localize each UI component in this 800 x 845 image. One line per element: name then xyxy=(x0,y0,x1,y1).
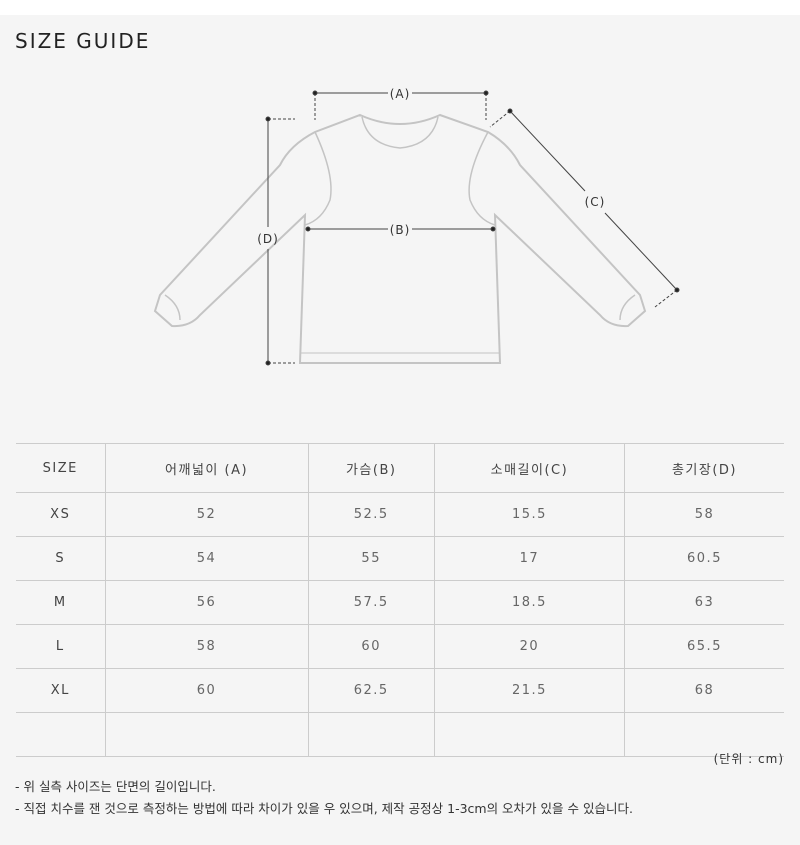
header-shoulder: 어깨넓이 (A) xyxy=(104,443,309,493)
table-cell xyxy=(307,712,435,757)
measurement-lines xyxy=(265,90,680,366)
table-cell: 56 xyxy=(104,580,309,625)
table-cell: XL xyxy=(16,668,106,713)
table-cell: 62.5 xyxy=(307,668,435,713)
header-length: 총기장(D) xyxy=(624,443,784,493)
table-cell: 17 xyxy=(433,536,625,581)
table-cell: 58 xyxy=(624,492,784,537)
table-cell: 52.5 xyxy=(307,492,435,537)
table-cell: 54 xyxy=(104,536,309,581)
table-cell: 52 xyxy=(104,492,309,537)
note-2: - 직접 치수를 잰 것으로 측정하는 방법에 따라 차이가 있을 우 있으며,… xyxy=(15,801,633,816)
table-row xyxy=(16,712,784,757)
table-cell: 60 xyxy=(104,668,309,713)
table-cell: 60 xyxy=(307,624,435,669)
table-cell: 63 xyxy=(624,580,784,625)
header-sleeve: 소매길이(C) xyxy=(433,443,625,493)
table-cell: S xyxy=(16,536,106,581)
sweater-outline xyxy=(153,113,647,364)
table-cell: XS xyxy=(16,492,106,537)
table-cell: 55 xyxy=(307,536,435,581)
table-cell: 58 xyxy=(104,624,309,669)
sweater-diagram: (A) (B) (C) (D) xyxy=(153,87,680,366)
table-cell: 57.5 xyxy=(307,580,435,625)
table-cell: 18.5 xyxy=(433,580,625,625)
label-a: (A) xyxy=(390,87,411,101)
table-cell xyxy=(433,712,625,757)
table-cell: 15.5 xyxy=(433,492,625,537)
page-title: SIZE GUIDE xyxy=(15,29,151,53)
label-b: (B) xyxy=(390,223,411,237)
table-cell xyxy=(624,712,784,757)
table-row: XS 52 52.5 15.5 58 xyxy=(16,492,784,537)
size-table: SIZE 어깨넓이 (A) 가슴(B) 소매길이(C) 총기장(D) XS 52 5… xyxy=(16,443,784,757)
table-header: SIZE 어깨넓이 (A) 가슴(B) 소매길이(C) 총기장(D) xyxy=(16,443,784,493)
table-cell xyxy=(104,712,309,757)
table-cell: 21.5 xyxy=(433,668,625,713)
table-cell xyxy=(16,712,106,757)
label-d: (D) xyxy=(257,232,279,246)
unit-label: (단위 : cm) xyxy=(713,752,784,766)
table-cell: M xyxy=(16,580,106,625)
header-size: SIZE xyxy=(16,443,106,493)
label-c: (C) xyxy=(585,195,606,209)
table-cell: 68 xyxy=(624,668,784,713)
table-cell: 20 xyxy=(433,624,625,669)
header-chest: 가슴(B) xyxy=(307,443,435,493)
table-cell: 65.5 xyxy=(624,624,784,669)
table-row: S 54 55 17 60.5 xyxy=(16,536,784,581)
size-guide: SIZE GUIDE (A) (B) (C) (D) SIZE 어깨넓이 (A)… xyxy=(0,15,800,845)
table-row: L 58 60 20 65.5 xyxy=(16,624,784,669)
table-cell: L xyxy=(16,624,106,669)
table-row: M 56 57.5 18.5 63 xyxy=(16,580,784,625)
table-cell: 60.5 xyxy=(624,536,784,581)
note-1: - 위 실측 사이즈는 단면의 길이입니다. xyxy=(15,779,216,794)
table-row: XL 60 62.5 21.5 68 xyxy=(16,668,784,713)
